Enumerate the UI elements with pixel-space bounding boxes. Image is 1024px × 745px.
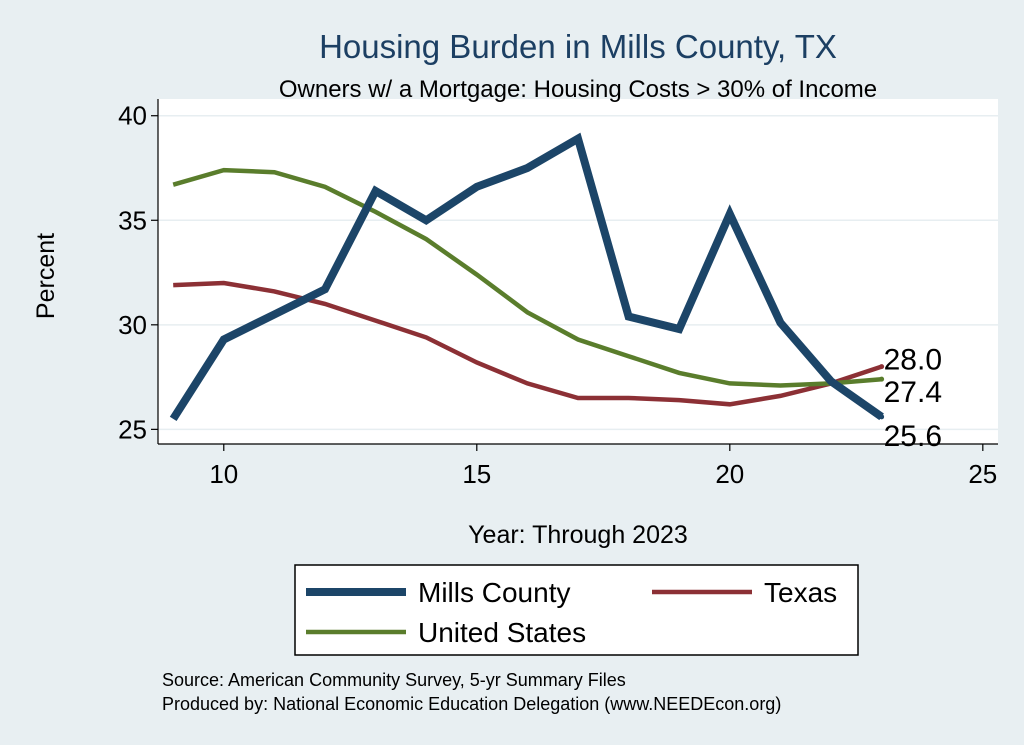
chart-subtitle: Owners w/ a Mortgage: Housing Costs > 30…	[279, 76, 877, 103]
series-lines	[169, 132, 884, 422]
x-ticks: 10 15 20 25	[209, 444, 997, 489]
x-tick-label-15: 15	[462, 459, 491, 489]
x-tick-label-25: 25	[968, 459, 997, 489]
chart-title: Housing Burden in Mills County, TX	[319, 28, 837, 65]
end-marker-texas	[879, 364, 885, 370]
end-marker-united-states	[879, 376, 885, 382]
gridlines	[158, 114, 998, 431]
legend-label-united-states: United States	[418, 617, 586, 648]
x-axis-label: Year: Through 2023	[468, 521, 688, 549]
legend-label-mills-county: Mills County	[418, 577, 570, 608]
x-tick-label-10: 10	[209, 459, 238, 489]
y-tick-label-25: 25	[118, 414, 147, 444]
end-marker-mills-county	[879, 414, 885, 420]
end-label-mills-county: 25.6	[884, 420, 942, 453]
end-labels: 25.6 28.027.4	[879, 344, 942, 453]
y-ticks: 25 30 35 40	[118, 101, 158, 444]
source-line-2: Produced by: National Economic Education…	[162, 694, 781, 714]
y-tick-label-35: 35	[118, 205, 147, 235]
y-tick-label-40: 40	[118, 101, 147, 131]
series-line-mills-county	[169, 132, 884, 422]
end-label-texas: 28.0	[884, 344, 942, 377]
series-line-united-states	[172, 167, 882, 388]
y-axis-label: Percent	[32, 233, 60, 319]
y-tick-label-30: 30	[118, 310, 147, 340]
legend-label-texas: Texas	[764, 577, 837, 608]
legend: Mills County Texas United States	[306, 577, 837, 648]
end-label-united-states: 27.4	[884, 376, 942, 409]
legend-box	[294, 564, 859, 656]
source-line-1: Source: American Community Survey, 5-yr …	[162, 670, 626, 690]
x-tick-label-20: 20	[715, 459, 744, 489]
plot-area	[158, 99, 998, 444]
series-line-texas	[173, 280, 883, 407]
